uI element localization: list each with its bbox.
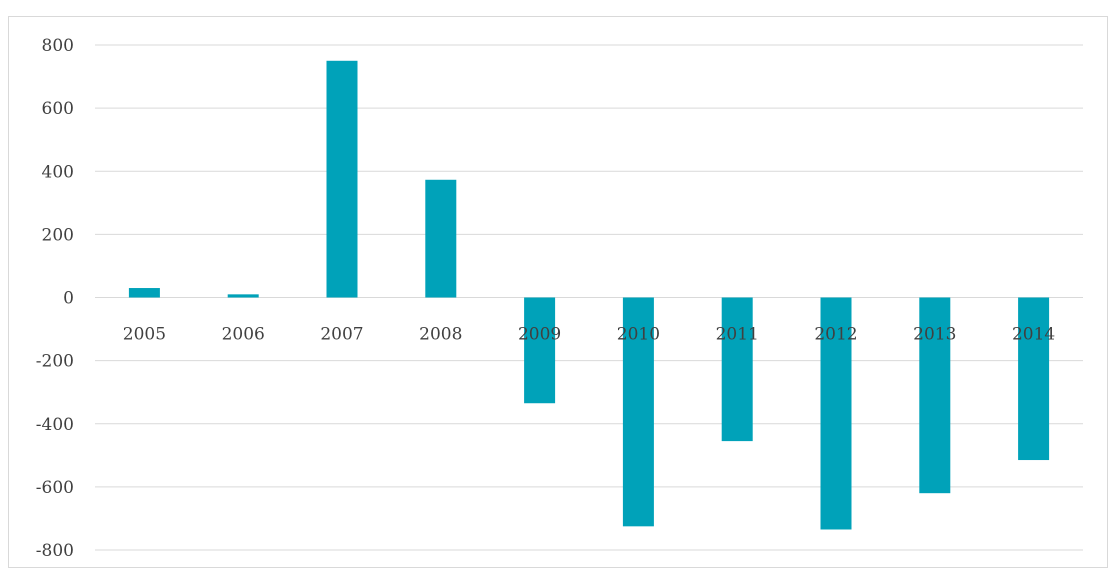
y-tick-label: -400 <box>36 415 74 435</box>
bars <box>128 60 1050 530</box>
x-tick-label: 2013 <box>913 325 956 345</box>
gridlines <box>95 44 1083 551</box>
bar-2005 <box>128 288 160 298</box>
y-tick-label: 600 <box>42 99 74 119</box>
bar-2006 <box>227 294 259 298</box>
y-tick-label: -200 <box>36 352 74 372</box>
x-tick-label: 2007 <box>320 325 363 345</box>
y-tick-label: 200 <box>42 225 74 245</box>
y-tick-label: 800 <box>42 36 74 56</box>
bar-2008 <box>425 179 457 298</box>
y-tick-label: 400 <box>42 162 74 182</box>
x-tick-label: 2014 <box>1012 325 1055 345</box>
x-tick-label: 2006 <box>222 325 265 345</box>
y-tick-label: 0 <box>63 289 74 309</box>
x-tick-label: 2005 <box>123 325 166 345</box>
bar-2010 <box>622 297 654 527</box>
x-tick-label: 2012 <box>814 325 857 345</box>
y-axis-ticks: 800 600 400 200 0 -200 -400 -600 -800 <box>36 36 74 561</box>
bar-2009 <box>524 297 556 404</box>
bar-2012 <box>820 297 852 530</box>
x-tick-label: 2011 <box>716 325 759 345</box>
bar-2014 <box>1018 297 1050 461</box>
x-tick-label: 2008 <box>419 325 462 345</box>
x-axis-ticks: 2005 2006 2007 2008 2009 2010 2011 2012 2013 2014 <box>123 325 1055 345</box>
x-tick-label: 2009 <box>518 325 561 345</box>
bar-2007 <box>326 60 358 298</box>
x-tick-label: 2010 <box>617 325 660 345</box>
y-tick-label: -600 <box>36 478 74 498</box>
bar-2013 <box>919 297 951 494</box>
y-tick-label: -800 <box>36 541 74 561</box>
bar-2011 <box>721 297 753 442</box>
